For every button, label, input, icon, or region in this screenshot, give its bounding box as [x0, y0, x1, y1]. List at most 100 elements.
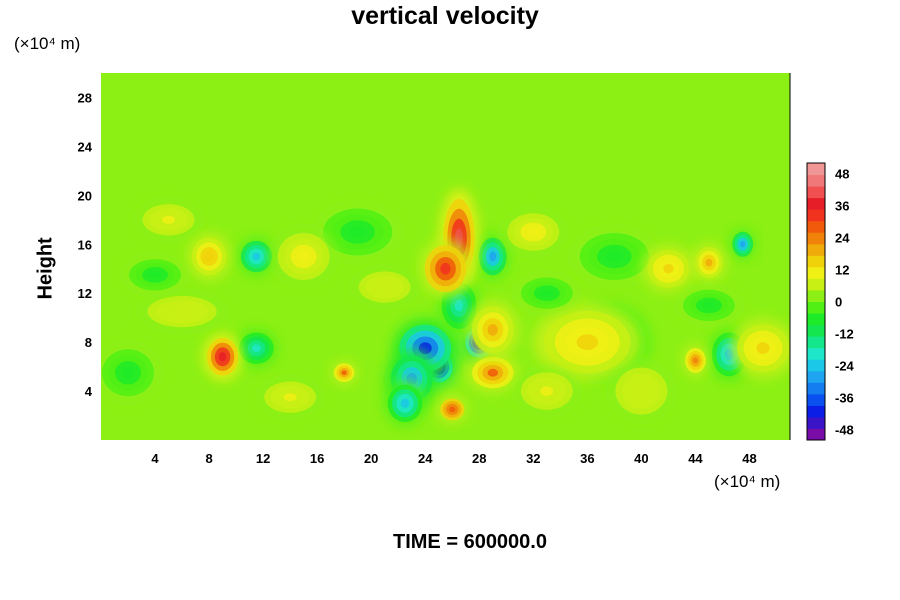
velocity-feature: [691, 243, 727, 283]
velocity-feature: [122, 255, 188, 295]
velocity-field: [101, 189, 790, 427]
colorbar-tick-label: 24: [835, 231, 850, 246]
velocity-feature: [571, 227, 658, 286]
colorbar-tick-label: 36: [835, 199, 849, 214]
velocity-contour-band: [400, 398, 410, 408]
velocity-feature: [437, 395, 468, 424]
colorbar-segment: [807, 289, 825, 302]
velocity-feature: [466, 353, 519, 393]
velocity-contour-band: [204, 251, 214, 262]
velocity-feature: [730, 318, 790, 378]
colorbar-tick-label: 12: [835, 263, 849, 278]
colorbar-segment: [807, 197, 825, 210]
velocity-feature: [101, 343, 161, 403]
velocity-feature: [203, 333, 243, 381]
y-tick-label: 16: [78, 237, 92, 252]
velocity-contour-band: [378, 283, 392, 291]
velocity-contour-band: [487, 324, 498, 336]
velocity-contour-band: [148, 270, 162, 279]
colorbar-segment: [807, 301, 825, 314]
velocity-contour-band: [341, 370, 347, 376]
velocity-contour-band: [283, 393, 297, 402]
velocity-contour-band: [705, 258, 713, 267]
colorbar-segment: [807, 382, 825, 395]
velocity-feature: [331, 360, 358, 385]
velocity-feature: [514, 273, 580, 313]
colorbar-segment: [807, 428, 825, 441]
velocity-contour-band: [449, 406, 456, 413]
colorbar-outline: [806, 162, 826, 441]
colorbar: 48 36 24 12 0 -12 -24 -36 -48: [806, 162, 855, 441]
colorbar-segment: [807, 393, 825, 406]
velocity-feature: [352, 267, 418, 307]
velocity-feature: [314, 202, 401, 262]
velocity-feature: [475, 233, 511, 280]
x-tick-label: 8: [205, 451, 212, 466]
colorbar-segment: [807, 336, 825, 349]
velocity-feature: [236, 236, 276, 277]
velocity-contour-band: [702, 301, 716, 310]
velocity-contour-band: [440, 262, 451, 275]
time-label: TIME = 600000.0: [393, 531, 547, 553]
velocity-feature: [136, 200, 201, 240]
colorbar-segment: [807, 405, 825, 418]
colorbar-segment: [807, 266, 825, 279]
y-tick-label: 20: [78, 188, 92, 203]
x-tick-label: 16: [310, 451, 324, 466]
colorbar-segment: [807, 209, 825, 222]
velocity-contour-band: [740, 241, 746, 248]
velocity-contour-band: [526, 227, 540, 237]
velocity-feature: [257, 377, 323, 417]
colorbar-segment: [807, 416, 825, 429]
velocity-contour-band: [756, 342, 770, 355]
velocity-contour-band: [634, 385, 648, 397]
velocity-contour-band: [540, 289, 554, 298]
y-tick-label: 24: [78, 139, 93, 154]
velocity-contour-band: [489, 251, 497, 262]
colorbar-tick-label: -24: [835, 358, 855, 373]
colorbar-segment: [807, 347, 825, 360]
x-tick-label: 44: [688, 451, 703, 466]
velocity-feature: [514, 367, 580, 415]
colorbar-tick-label: 48: [835, 167, 849, 182]
velocity-contour-band: [252, 344, 261, 353]
velocity-feature: [138, 291, 226, 332]
y-tick-label: 12: [78, 286, 92, 301]
x-tick-label: 20: [364, 451, 378, 466]
velocity-contour-band: [297, 250, 311, 263]
x-tick-label: 28: [472, 451, 486, 466]
colorbar-tick-label: -48: [835, 422, 854, 437]
velocity-contour-band: [692, 357, 699, 364]
velocity-contour-band: [605, 250, 624, 263]
y-axis-ticks: 4 8 12 16 20 24 28: [78, 90, 93, 399]
colorbar-segment: [807, 232, 825, 245]
velocity-feature: [271, 227, 337, 286]
velocity-contour-band: [218, 352, 227, 362]
velocity-contour-band: [252, 252, 261, 261]
colorbar-segment: [807, 359, 825, 372]
colorbar-segment: [807, 370, 825, 383]
x-tick-label: 48: [742, 451, 756, 466]
y-tick-label: 8: [85, 335, 92, 350]
velocity-contour-band: [121, 366, 135, 379]
colorbar-segment: [807, 313, 825, 326]
y-tick-label: 4: [85, 384, 93, 399]
x-tick-label: 36: [580, 451, 594, 466]
colorbar-segment: [807, 255, 825, 268]
velocity-feature: [383, 379, 427, 427]
velocity-feature: [533, 302, 642, 382]
velocity-contour-band: [454, 299, 464, 312]
colorbar-tick-label: 0: [835, 295, 842, 310]
velocity-feature: [682, 344, 709, 377]
velocity-contour-band: [576, 334, 599, 350]
velocity-feature: [500, 208, 566, 256]
y-tick-label: 28: [78, 90, 92, 105]
x-axis-unit-label: (×10⁴ m): [714, 472, 781, 491]
colorbar-segment: [807, 163, 825, 176]
velocity-contour-band: [663, 264, 674, 274]
velocity-feature: [234, 328, 278, 368]
colorbar-segment: [807, 220, 825, 233]
x-tick-label: 32: [526, 451, 540, 466]
colorbar-segment: [807, 243, 825, 256]
colorbar-segment: [807, 278, 825, 291]
